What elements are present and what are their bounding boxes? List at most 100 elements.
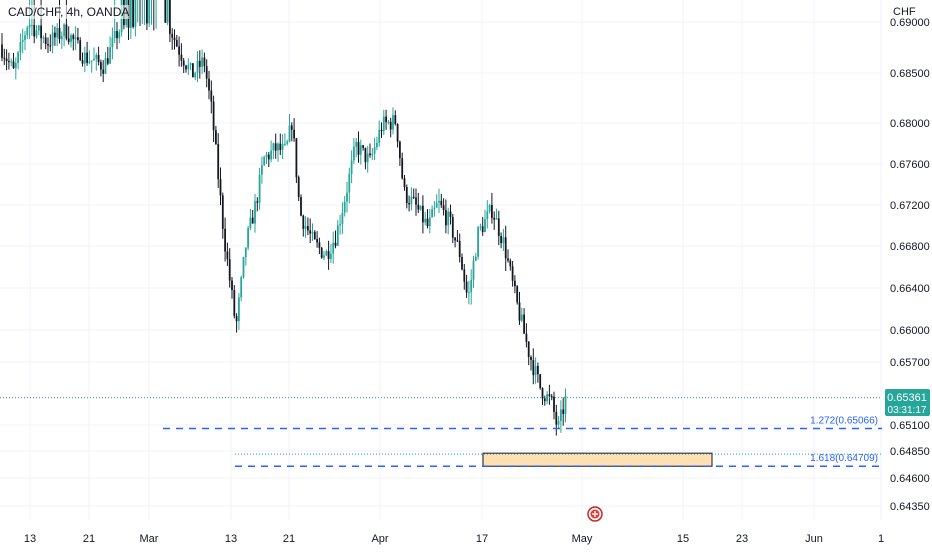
candle (449, 204, 452, 225)
candle (139, 0, 141, 26)
candle (304, 216, 307, 238)
candle (5, 49, 8, 71)
x-tick-label: 13 (225, 533, 237, 545)
candle (77, 27, 79, 44)
candle (295, 137, 298, 184)
candle (488, 204, 491, 214)
candle (511, 261, 514, 287)
candle (394, 110, 397, 126)
candle (196, 51, 199, 82)
candle (378, 120, 381, 147)
y-tick-label: 0.64600 (890, 473, 930, 485)
candle (497, 210, 500, 246)
candle (431, 205, 433, 218)
candle (54, 26, 56, 46)
candle (408, 195, 410, 212)
y-tick-label: 0.68000 (890, 118, 930, 130)
candle (440, 193, 443, 208)
x-tick-label: 15 (677, 533, 689, 545)
candle (484, 209, 486, 233)
candle (369, 143, 371, 158)
y-tick-label: 0.66400 (890, 283, 930, 295)
candle (509, 258, 512, 271)
candle (525, 323, 528, 348)
candle (330, 244, 332, 263)
target-zone[interactable] (482, 452, 713, 467)
candle (137, 0, 139, 23)
candle (534, 357, 537, 384)
candle (477, 225, 479, 260)
candle (118, 29, 121, 44)
candle (502, 228, 505, 252)
candle (463, 263, 466, 290)
candle (504, 225, 507, 271)
candle (173, 29, 176, 50)
candle (435, 194, 438, 209)
candle (180, 43, 183, 67)
candle (371, 148, 374, 160)
candle (175, 35, 178, 48)
candle (258, 167, 261, 210)
fib-level-label: 1.618(0.64709) (810, 453, 878, 464)
candle (56, 23, 59, 47)
candle (548, 384, 551, 405)
candle (205, 59, 208, 88)
candle (399, 140, 401, 167)
candle (109, 36, 111, 65)
candle (474, 253, 477, 262)
candle (422, 195, 424, 234)
candle (527, 340, 530, 366)
candle (543, 395, 546, 406)
candle (392, 107, 394, 135)
candle (21, 28, 24, 54)
current-price-badge: 0.65361 03:31:17 (885, 389, 930, 416)
candle (286, 139, 289, 146)
candle (49, 34, 52, 52)
candle (182, 57, 185, 74)
candle (19, 33, 22, 61)
candle (396, 123, 399, 148)
candle (332, 231, 335, 264)
candle (311, 223, 314, 241)
candle (491, 192, 493, 224)
candle (178, 36, 180, 67)
candle (445, 199, 447, 234)
candle (203, 52, 206, 73)
currency-label: CHF (893, 6, 916, 18)
candle (318, 237, 321, 255)
candle (247, 225, 249, 251)
candle (74, 26, 77, 51)
candle (288, 113, 291, 143)
candle (26, 25, 29, 39)
candle (219, 167, 222, 206)
candle (382, 109, 385, 136)
x-tick-label: 21 (283, 533, 295, 545)
candle (323, 251, 325, 261)
bar-countdown: 03:31:17 (888, 405, 927, 416)
x-tick-label: Jun (805, 533, 823, 545)
candle (334, 230, 337, 249)
candle (83, 46, 86, 73)
economic-event-icon[interactable] (587, 506, 603, 522)
candle (403, 174, 406, 191)
candle (256, 197, 259, 212)
candle (507, 249, 509, 263)
candle (238, 293, 240, 330)
candle (240, 275, 243, 302)
candle (376, 136, 378, 151)
symbol-title[interactable]: CAD/CHF, 4h, OANDA (8, 5, 130, 19)
candle (516, 284, 519, 305)
candle (244, 247, 247, 266)
candle (100, 59, 102, 77)
candle (226, 242, 229, 266)
candle (153, 0, 155, 31)
y-tick-label: 0.69000 (890, 17, 930, 29)
candle (72, 33, 75, 51)
candle (523, 308, 525, 334)
fib-level-label: 1.272(0.65066) (810, 416, 878, 427)
candle (373, 137, 376, 161)
x-tick-label: 23 (736, 533, 748, 545)
candle (410, 187, 413, 211)
candle (111, 27, 114, 60)
